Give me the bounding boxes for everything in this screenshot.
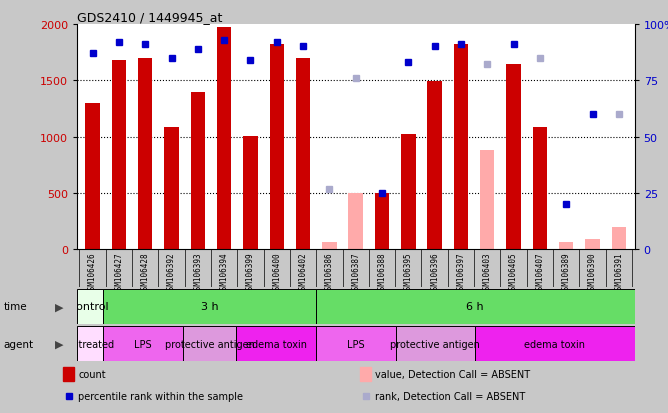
Text: value, Detection Call = ABSENT: value, Detection Call = ABSENT	[375, 369, 530, 379]
Bar	[217, 28, 231, 250]
Text: GSM106395: GSM106395	[404, 252, 413, 293]
Bar	[401, 135, 415, 250]
Bar	[349, 194, 363, 250]
Text: agent: agent	[3, 339, 33, 349]
Bar	[316, 326, 395, 361]
Text: GSM106400: GSM106400	[273, 252, 281, 293]
Text: GSM106407: GSM106407	[535, 252, 544, 293]
Bar	[296, 59, 311, 250]
Text: protective antigen: protective antigen	[165, 339, 255, 349]
Text: edema toxin: edema toxin	[524, 339, 585, 349]
Bar	[236, 326, 316, 361]
Text: rank, Detection Call = ABSENT: rank, Detection Call = ABSENT	[375, 391, 526, 401]
Bar	[559, 242, 573, 250]
Bar	[112, 61, 126, 250]
Text: GSM106396: GSM106396	[430, 252, 439, 293]
Bar	[375, 194, 389, 250]
Bar	[243, 136, 258, 250]
Text: GSM106388: GSM106388	[377, 252, 387, 293]
Text: GSM106390: GSM106390	[588, 252, 597, 293]
Bar	[77, 289, 104, 324]
Text: ▶: ▶	[55, 339, 64, 349]
Text: LPS: LPS	[347, 339, 365, 349]
Text: 3 h: 3 h	[201, 301, 218, 312]
Text: GSM106405: GSM106405	[509, 252, 518, 293]
Text: 6 h: 6 h	[466, 301, 484, 312]
Text: GDS2410 / 1449945_at: GDS2410 / 1449945_at	[77, 11, 222, 24]
Bar	[532, 128, 547, 250]
Text: percentile rank within the sample: percentile rank within the sample	[78, 391, 243, 401]
Text: GSM106387: GSM106387	[351, 252, 360, 293]
Text: GSM106402: GSM106402	[299, 252, 307, 293]
Text: GSM106427: GSM106427	[114, 252, 124, 293]
Text: GSM106391: GSM106391	[615, 252, 623, 293]
Bar	[86, 104, 100, 250]
Text: GSM106393: GSM106393	[193, 252, 202, 293]
Bar	[183, 326, 236, 361]
Text: ▶: ▶	[55, 301, 64, 312]
Text: protective antigen: protective antigen	[391, 339, 480, 349]
Text: LPS: LPS	[134, 339, 152, 349]
Bar	[454, 45, 468, 250]
Bar	[63, 368, 73, 381]
Bar	[322, 242, 337, 250]
Bar	[361, 368, 371, 381]
Bar	[316, 289, 635, 324]
Bar	[190, 93, 205, 250]
Bar	[395, 326, 475, 361]
Text: GSM106394: GSM106394	[220, 252, 228, 293]
Bar	[585, 240, 600, 250]
Bar	[104, 326, 183, 361]
Bar	[164, 127, 179, 250]
Bar	[506, 65, 521, 250]
Text: time: time	[3, 301, 27, 312]
Text: edema toxin: edema toxin	[246, 339, 307, 349]
Bar	[104, 289, 316, 324]
Text: GSM106397: GSM106397	[456, 252, 466, 293]
Text: GSM106389: GSM106389	[562, 252, 570, 293]
Text: GSM106392: GSM106392	[167, 252, 176, 293]
Text: GSM106399: GSM106399	[246, 252, 255, 293]
Text: GSM106426: GSM106426	[88, 252, 97, 293]
Bar	[480, 151, 494, 250]
Bar	[77, 326, 104, 361]
Bar	[475, 326, 635, 361]
Text: control: control	[71, 301, 110, 312]
Text: GSM106403: GSM106403	[483, 252, 492, 293]
Text: GSM106428: GSM106428	[141, 252, 150, 293]
Text: untreated: untreated	[66, 339, 114, 349]
Bar	[612, 227, 626, 250]
Bar	[270, 45, 284, 250]
Text: count: count	[78, 369, 106, 379]
Bar	[138, 59, 152, 250]
Bar	[428, 82, 442, 250]
Text: GSM106386: GSM106386	[325, 252, 334, 293]
